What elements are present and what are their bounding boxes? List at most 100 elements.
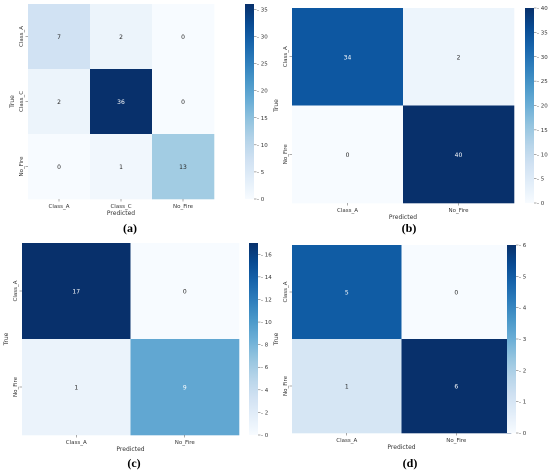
- colorbar-tick-label: - 5: [257, 170, 265, 176]
- colorbar-tick-label: - 25: [537, 79, 548, 85]
- heatmap-cell: [28, 134, 91, 200]
- x-tick-label: No_Fire: [173, 204, 194, 210]
- x-tick-label: Class_C: [110, 204, 131, 210]
- panel-caption: (a): [123, 221, 137, 235]
- panel-caption: (b): [402, 221, 417, 235]
- confusion-matrix-panel-1: 7 2 0 2 36 0 0 1 13 Class_A Class_C No_Fire Class_A C…: [9, 4, 268, 235]
- colorbar-tick-label: - 3: [519, 337, 527, 343]
- y-tick-label: Class_C: [19, 91, 25, 112]
- colorbar-tick-label: - 35: [537, 30, 548, 36]
- cell-value-label: 2: [57, 99, 61, 106]
- colorbar-tick-label: - 16: [261, 252, 272, 258]
- cell-value-label: 2: [457, 54, 461, 61]
- colorbar-tick-label: - 4: [519, 306, 527, 312]
- colorbar-tick-label: - 15: [257, 116, 268, 122]
- cell-value-label: 7: [57, 34, 61, 41]
- colorbar-tick-label: - 2: [519, 368, 526, 374]
- colorbar-tick-label: - 0: [537, 201, 545, 207]
- cell-value-label: 0: [346, 152, 350, 159]
- panel-caption: (d): [403, 456, 418, 470]
- colorbar-tick-label: - 0: [519, 431, 527, 437]
- colorbar: [525, 8, 534, 203]
- colorbar-tick-label: - 8: [261, 343, 269, 349]
- cell-value-label: 17: [72, 289, 80, 296]
- x-axis-label: Predicted: [389, 214, 417, 221]
- heatmap-cell: [152, 4, 215, 70]
- heatmap-cell: [292, 245, 402, 340]
- colorbar-tick-label: - 2: [261, 410, 268, 416]
- heatmap-cell: [130, 243, 240, 340]
- heatmap-cell: [28, 4, 91, 70]
- x-tick-label: Class_A: [66, 440, 87, 446]
- cell-value-label: 0: [57, 164, 61, 171]
- panel-caption: (c): [127, 456, 140, 470]
- cell-value-label: 6: [454, 384, 458, 391]
- cell-value-label: 5: [345, 290, 349, 297]
- cell-value-label: 13: [179, 164, 187, 171]
- x-tick-label: Class_A: [336, 438, 357, 444]
- colorbar-tick-label: - 6: [261, 365, 269, 371]
- x-axis-label: Predicted: [387, 444, 415, 451]
- heatmap-cell: [152, 69, 215, 135]
- colorbar-tick-label: - 10: [537, 152, 548, 158]
- heatmap-cell: [22, 339, 131, 436]
- heatmap-cell: [28, 69, 91, 135]
- heatmap-cell: [90, 4, 153, 70]
- colorbar-tick-label: - 40: [537, 6, 548, 12]
- colorbar-tick-label: - 20: [537, 104, 548, 110]
- heatmap-cell: [22, 243, 131, 340]
- cell-value-label: 0: [181, 34, 185, 41]
- colorbar-tick-label: - 6: [519, 243, 527, 249]
- cell-value-label: 34: [344, 54, 352, 61]
- heatmap-cell: [403, 105, 515, 204]
- confusion-matrix-panel-3: 17 0 1 9 Class_A No_Fire Class_A No_Fire Predict…: [3, 243, 272, 470]
- y-tick-label: No_Fire: [19, 156, 25, 177]
- heatmap-cell: [152, 134, 215, 200]
- colorbar-tick-label: - 10: [257, 143, 268, 149]
- y-axis-label: True: [9, 95, 16, 109]
- colorbar: [249, 243, 258, 435]
- cell-value-label: 1: [119, 164, 123, 171]
- y-tick-label: Class_A: [283, 46, 289, 67]
- y-axis-label: True: [3, 332, 10, 346]
- confusion-matrix-panel-2: 34 2 0 40 Class_A No_Fire Class_A No_Fire Predic…: [273, 6, 548, 235]
- colorbar-tick-label: - 5: [519, 274, 527, 280]
- colorbar-tick-label: - 12: [261, 297, 272, 303]
- colorbar-tick-label: - 1: [519, 400, 526, 406]
- cell-value-label: 1: [345, 384, 349, 391]
- x-tick-label: No_Fire: [446, 438, 467, 444]
- colorbar: [245, 4, 254, 199]
- x-tick-label: No_Fire: [448, 208, 469, 214]
- heatmap-cell: [292, 8, 404, 106]
- heatmap-cell: [90, 69, 153, 135]
- colorbar-tick-label: - 30: [257, 35, 268, 41]
- cell-value-label: 0: [181, 99, 185, 106]
- colorbar-tick-label: - 4: [261, 388, 269, 394]
- cell-value-label: 0: [183, 289, 187, 296]
- cell-value-label: 40: [455, 152, 463, 159]
- heatmap-cell: [90, 134, 153, 200]
- heatmap-cell: [292, 339, 402, 434]
- y-tick-label: Class_A: [283, 281, 289, 302]
- colorbar-tick-label: - 14: [261, 275, 272, 281]
- colorbar-tick-label: - 30: [537, 55, 548, 61]
- y-axis-label: True: [273, 99, 280, 113]
- colorbar-tick-label: - 0: [261, 433, 269, 439]
- y-tick-label: No_Fire: [283, 375, 289, 396]
- y-tick-label: No_Fire: [283, 144, 289, 165]
- colorbar-tick-label: - 35: [257, 7, 268, 13]
- x-tick-label: Class_A: [49, 204, 70, 210]
- cell-value-label: 36: [117, 99, 125, 106]
- y-axis-label: True: [273, 332, 280, 346]
- cell-value-label: 2: [119, 34, 123, 41]
- cell-value-label: 0: [454, 290, 458, 297]
- y-tick-label: Class_A: [19, 26, 25, 47]
- heatmap-cell: [401, 339, 512, 434]
- colorbar-tick-label: - 10: [261, 320, 272, 326]
- heatmap-cell: [401, 245, 512, 340]
- colorbar-tick-label: - 0: [257, 197, 265, 203]
- colorbar-tick-label: - 20: [257, 89, 268, 95]
- x-tick-label: Class_A: [337, 208, 358, 214]
- colorbar: [507, 245, 516, 433]
